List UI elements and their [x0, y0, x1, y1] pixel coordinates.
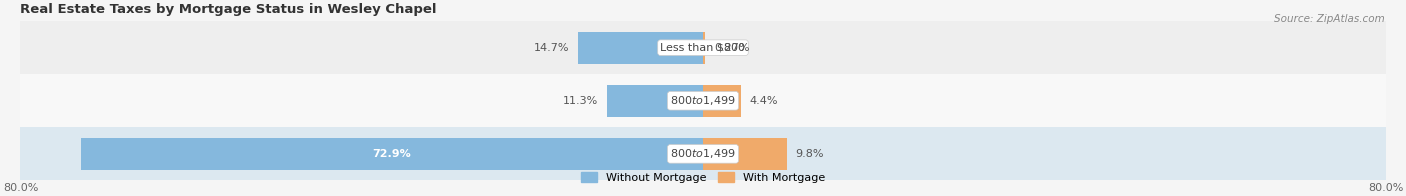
Text: 72.9%: 72.9% [373, 149, 412, 159]
Bar [606, 85, 703, 117]
Bar [21, 21, 1385, 74]
Text: 14.7%: 14.7% [533, 43, 569, 53]
Text: 0.27%: 0.27% [714, 43, 749, 53]
Text: $800 to $1,499: $800 to $1,499 [671, 147, 735, 160]
Text: 9.8%: 9.8% [796, 149, 824, 159]
Text: Less than $800: Less than $800 [661, 43, 745, 53]
Text: 11.3%: 11.3% [562, 96, 598, 106]
Bar [703, 138, 786, 170]
Bar [703, 32, 706, 64]
Text: $800 to $1,499: $800 to $1,499 [671, 94, 735, 107]
Bar [21, 74, 1385, 127]
Text: Real Estate Taxes by Mortgage Status in Wesley Chapel: Real Estate Taxes by Mortgage Status in … [21, 3, 437, 16]
Bar [21, 127, 1385, 181]
Legend: Without Mortgage, With Mortgage: Without Mortgage, With Mortgage [581, 172, 825, 183]
Bar [578, 32, 703, 64]
Bar [703, 85, 741, 117]
Bar [82, 138, 703, 170]
Text: Source: ZipAtlas.com: Source: ZipAtlas.com [1274, 14, 1385, 24]
Text: 4.4%: 4.4% [749, 96, 778, 106]
